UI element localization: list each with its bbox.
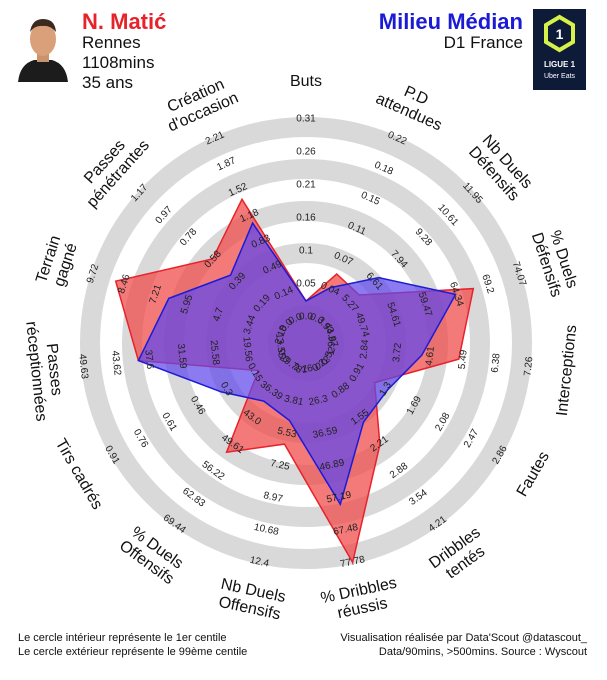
tick-label: 49.63 (76, 353, 90, 379)
tick-label: 4.61 (424, 345, 437, 366)
tick-label: 7.25 (269, 458, 291, 473)
footer-outer-circle-note: Le cercle extérieur représente le 99ème … (18, 646, 248, 658)
footer-source-line: Data/90mins, >500mins. Source : Wyscout (378, 646, 587, 658)
club-name: Rennes (82, 33, 141, 52)
tick-label: 0.05 (296, 279, 316, 290)
metric-label: P.Dattendues (373, 74, 451, 135)
radar-ring (122, 159, 490, 527)
metric-label: Tirs cadrés (52, 436, 106, 513)
metric-label-line: Passes (43, 343, 65, 397)
tick-label: 0.16 (296, 213, 316, 224)
tick-label: 3.81 (283, 393, 305, 408)
metric-label: % DuelsDéfensifs (528, 225, 582, 299)
tick-label: 31.59 (175, 343, 189, 369)
player-age: 35 ans (82, 73, 134, 92)
metric-label-line: Buts (290, 73, 322, 90)
minutes-played: 1108mins (82, 53, 155, 72)
metric-label: Terraingagné (33, 233, 81, 290)
tick-label: 3.72 (391, 342, 404, 363)
tick-label: 46.89 (319, 457, 346, 473)
tick-label: 4.7 (211, 306, 226, 323)
footer-legend: Le cercle intérieur représente le 1er ce… (18, 631, 247, 659)
tick-label: 0.0 (299, 312, 313, 323)
metric-label: Interceptions (554, 324, 580, 417)
tick-label: 0.1 (299, 246, 313, 257)
metric-label: % Dribblesréussis (319, 575, 402, 625)
tick-label: 19.56 (240, 336, 254, 362)
tick-label: 6.38 (490, 352, 503, 373)
player-photo-icon (14, 12, 72, 82)
tick-label: 10.68 (253, 522, 280, 538)
tick-label: 0.21 (296, 180, 316, 191)
tick-label: 13.55 (273, 333, 287, 359)
tick-label: 0.31 (296, 114, 316, 125)
metric-label-line: Tirs cadrés (52, 436, 106, 513)
tick-label: 77.78 (339, 554, 366, 570)
metric-label: Fautes (514, 449, 553, 500)
league-name: D1 France (443, 33, 523, 52)
player-avatar (14, 12, 72, 82)
logo-title: LIGUE 1 (544, 60, 576, 69)
metric-label: Créationd'occasion (158, 73, 241, 136)
metric-label-line: Fautes (514, 449, 553, 500)
tick-label: 7.26 (522, 356, 535, 377)
metric-label: Dribblestentés (426, 524, 494, 587)
ligue1-logo: 1 LIGUE 1 Uber Eats (533, 9, 586, 90)
tick-label: 67.48 (332, 522, 359, 538)
footer-credit-line: Visualisation réalisée par Data'Scout @d… (340, 632, 587, 644)
metric-label-line: Interceptions (554, 324, 580, 417)
tick-label: 26.3 (308, 393, 330, 408)
tick-label: 1.96 (326, 335, 339, 356)
tick-label: 0.26 (296, 147, 316, 158)
tick-label: 12.4 (249, 555, 271, 570)
tick-label: 5.53 (276, 426, 298, 441)
tick-label: 5.49 (457, 349, 470, 370)
comparison-role: Milieu Médian (378, 9, 523, 34)
tick-label: 0.0 (308, 311, 326, 327)
ligue1-logo-icon: 1 LIGUE 1 Uber Eats (533, 9, 586, 90)
player-name: N. Matić (82, 9, 167, 34)
tick-label: 16.0 (301, 361, 323, 376)
tick-label: 8.97 (262, 490, 284, 505)
svg-text:1: 1 (556, 26, 564, 42)
metric-label: Nb DuelsOffensifs (216, 576, 288, 624)
logo-subtitle: Uber Eats (544, 73, 576, 80)
role-polygon (137, 221, 457, 507)
tick-label: 36.59 (312, 425, 339, 441)
metric-label: Passesréceptionnées (22, 319, 67, 423)
tick-label: 1.87 (215, 155, 238, 173)
tick-label: 2.84 (358, 339, 371, 360)
radar-ring (80, 117, 532, 569)
tick-label: 37.6 (142, 349, 155, 370)
footer-inner-circle-note: Le cercle intérieur représente le 1er ce… (18, 632, 227, 644)
footer-credits: Visualisation réalisée par Data'Scout @d… (340, 631, 587, 659)
tick-label: 43.62 (109, 350, 123, 376)
tick-label: 2.1 (293, 362, 309, 376)
tick-label: 25.58 (208, 340, 222, 366)
tick-label: 57.19 (326, 490, 353, 506)
metric-label: Buts (290, 73, 322, 90)
tick-label: 0.0 (287, 311, 305, 327)
